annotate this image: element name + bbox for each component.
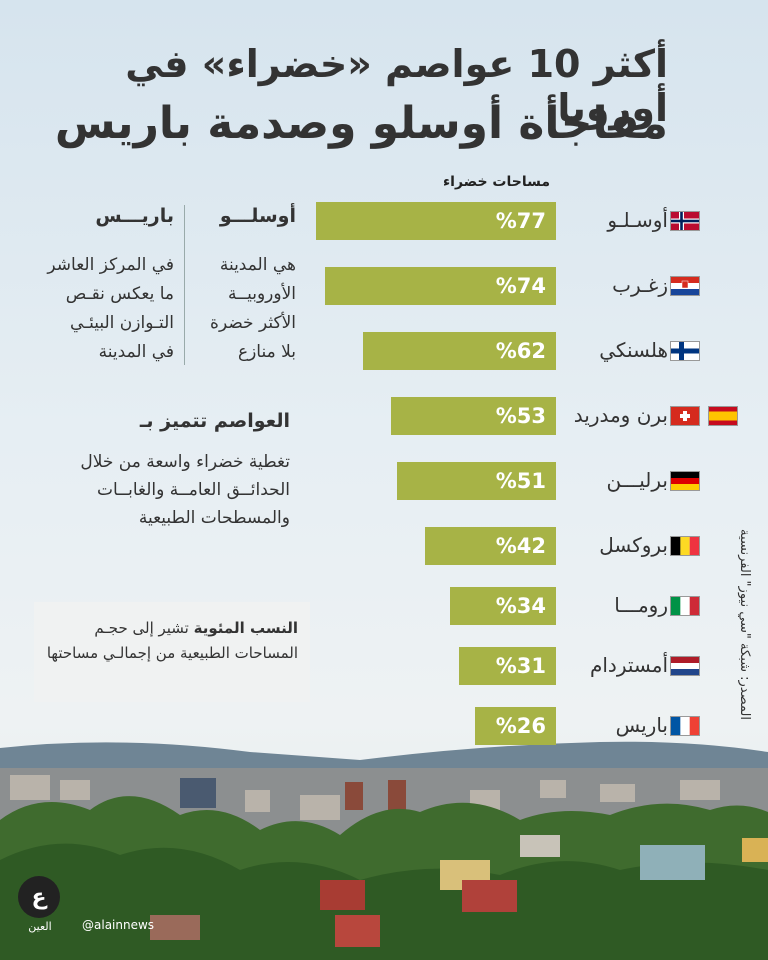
italy-flag-icon (670, 596, 700, 616)
oslo-box: أوسلـــو هي المدينة الأوروبيــة الأكثر خ… (196, 205, 296, 367)
features-title: العواصم تتميز بـ (139, 410, 290, 432)
bar: %74 (325, 267, 556, 305)
features-text: تغطية خضراء واسعة من خلال الحدائــق العا… (20, 448, 290, 532)
finland-flag-icon (670, 341, 700, 361)
note-bold: النسب المئوية (193, 619, 298, 637)
bar-value-label: %42 (495, 534, 546, 558)
features-line: والمسطحات الطبيعية (138, 508, 290, 528)
column-divider (184, 205, 185, 365)
category-label: أمستردام (589, 653, 668, 677)
axis-label: مساحات خضراء (442, 174, 550, 190)
croatia-flag-icon (670, 276, 700, 296)
bar: %42 (425, 527, 556, 565)
category-label: هلسنكي (599, 338, 668, 362)
features-line: تغطية خضراء واسعة من خلال (80, 452, 290, 472)
norway-flag-icon (670, 211, 700, 231)
paris-line: ما يعكس نقـص (65, 284, 174, 304)
belgium-flag-icon (670, 536, 700, 556)
logo-name: العين (28, 920, 52, 933)
oslo-line: بلا منازع (237, 342, 296, 362)
switzerland-flag-icon (670, 406, 700, 426)
bar-value-label: %31 (495, 654, 546, 678)
category-label: برليـــن (606, 468, 668, 492)
features-line: الحدائــق العامــة والغابــات (96, 480, 290, 500)
paris-heading: باريـــس (95, 205, 174, 227)
paris-box: باريـــس في المركز العاشر ما يعكس نقـص ا… (24, 205, 174, 367)
bar-value-label: %26 (495, 714, 546, 738)
oslo-heading: أوسلـــو (219, 205, 296, 227)
category-label: أوسـلـو (607, 208, 668, 232)
social-handle: @alainnews (82, 918, 155, 932)
bar: %77 (316, 202, 556, 240)
bar-value-label: %53 (495, 404, 546, 428)
category-label: بروكسل (599, 533, 668, 557)
germany-flag-icon (670, 471, 700, 491)
paris-line: التـوازن البيئـي (69, 313, 174, 333)
oslo-line: الأوروبيــة (228, 284, 296, 304)
oslo-line: الأكثر خضرة (210, 313, 296, 333)
oslo-line: هي المدينة (219, 255, 296, 275)
france-flag-icon (670, 716, 700, 736)
category-label: برن ومدريد (573, 403, 668, 427)
paris-line: في المركز العاشر (47, 255, 174, 275)
bar: %51 (397, 462, 556, 500)
bar-value-label: %34 (495, 594, 546, 618)
bar: %26 (475, 707, 556, 745)
bar-value-label: %74 (495, 274, 546, 298)
alain-logo-icon: ع (18, 876, 60, 918)
title-line-2: مفاجأة أوسلو وصدمة باريس (54, 98, 668, 149)
netherlands-flag-icon (670, 656, 700, 676)
bar-value-label: %77 (495, 209, 546, 233)
percentage-note: النسب المئوية تشير إلى حجـم المساحات الط… (34, 602, 310, 702)
category-label: باريس (615, 713, 668, 737)
bar-value-label: %62 (495, 339, 546, 363)
title-line-1: أكثر 10 عواصم «خضراء» في أوروبا (125, 42, 668, 130)
category-label: رومـــا (614, 593, 668, 617)
paris-line: في المدينة (98, 342, 174, 362)
bar-value-label: %51 (495, 469, 546, 493)
note-text: تشير إلى حجـم المساحات الطبيعية من إجمال… (46, 619, 298, 662)
bar: %53 (391, 397, 556, 435)
bar: %31 (459, 647, 556, 685)
bar: %62 (363, 332, 556, 370)
bar: %34 (450, 587, 556, 625)
spain-flag-icon (708, 406, 738, 426)
category-label: زغـرب (612, 273, 668, 297)
source-credit: المصدر: شبكة "سي نيوز" الفرنسية (737, 529, 752, 720)
